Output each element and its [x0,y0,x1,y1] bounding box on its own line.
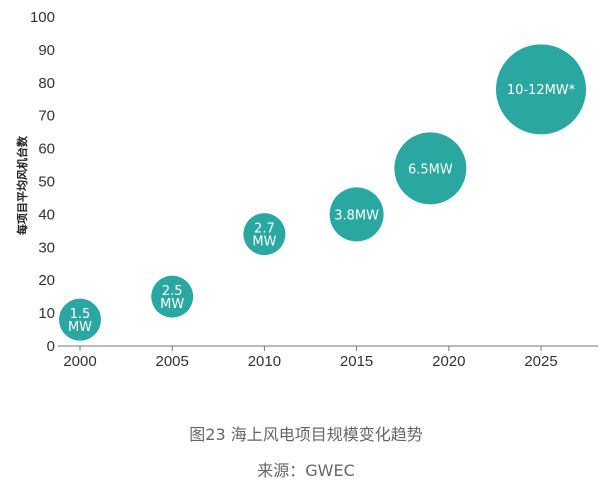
y-tick-label: 80 [38,75,55,92]
bubble-label: 6.5MW [408,162,453,177]
bubble [329,187,384,242]
bubble [243,213,286,256]
bubble-label: 10-12MW* [507,83,576,98]
x-tick-label: 2025 [524,353,557,370]
bubble-label: MW [68,320,92,335]
bubble-chart: 0 10 20 30 40 50 60 70 80 90 100 2000 2005 2010 2015 20… [15,9,598,370]
y-tick-label: 60 [38,141,55,158]
x-tick-label: 2015 [340,353,373,370]
bubble-label: 2.7 [254,221,275,236]
bubble [394,132,467,205]
y-tick-label: 70 [38,108,55,125]
y-tick-label: 50 [38,174,55,191]
y-tick-label: 0 [47,338,55,355]
bubble-label: 2.5 [162,284,183,299]
bubble-label: MW [160,297,184,312]
bubble [59,298,101,341]
bubble [496,44,586,135]
y-axis-title: 每项目平均风机台数 [15,135,29,235]
y-tick-label: 40 [38,206,55,223]
source-caption: 来源：GWEC [257,461,355,480]
bubble-label: 1.5 [70,307,91,322]
y-tick-label: 10 [38,305,55,322]
y-tick-label: 30 [38,239,55,256]
y-tick-label: 90 [38,42,55,59]
x-tick-label: 2010 [248,353,281,370]
bubble [151,275,194,318]
x-tick-label: 2005 [156,353,189,370]
bubble-label: MW [252,234,276,249]
y-tick-label: 100 [30,9,55,26]
figure-caption: 图23 海上风电项目规模变化趋势 [189,425,423,444]
bubble-label: 3.8MW [334,208,379,223]
x-tick-label: 2000 [63,353,96,370]
y-tick-label: 20 [38,272,55,289]
x-tick-label: 2020 [432,353,465,370]
